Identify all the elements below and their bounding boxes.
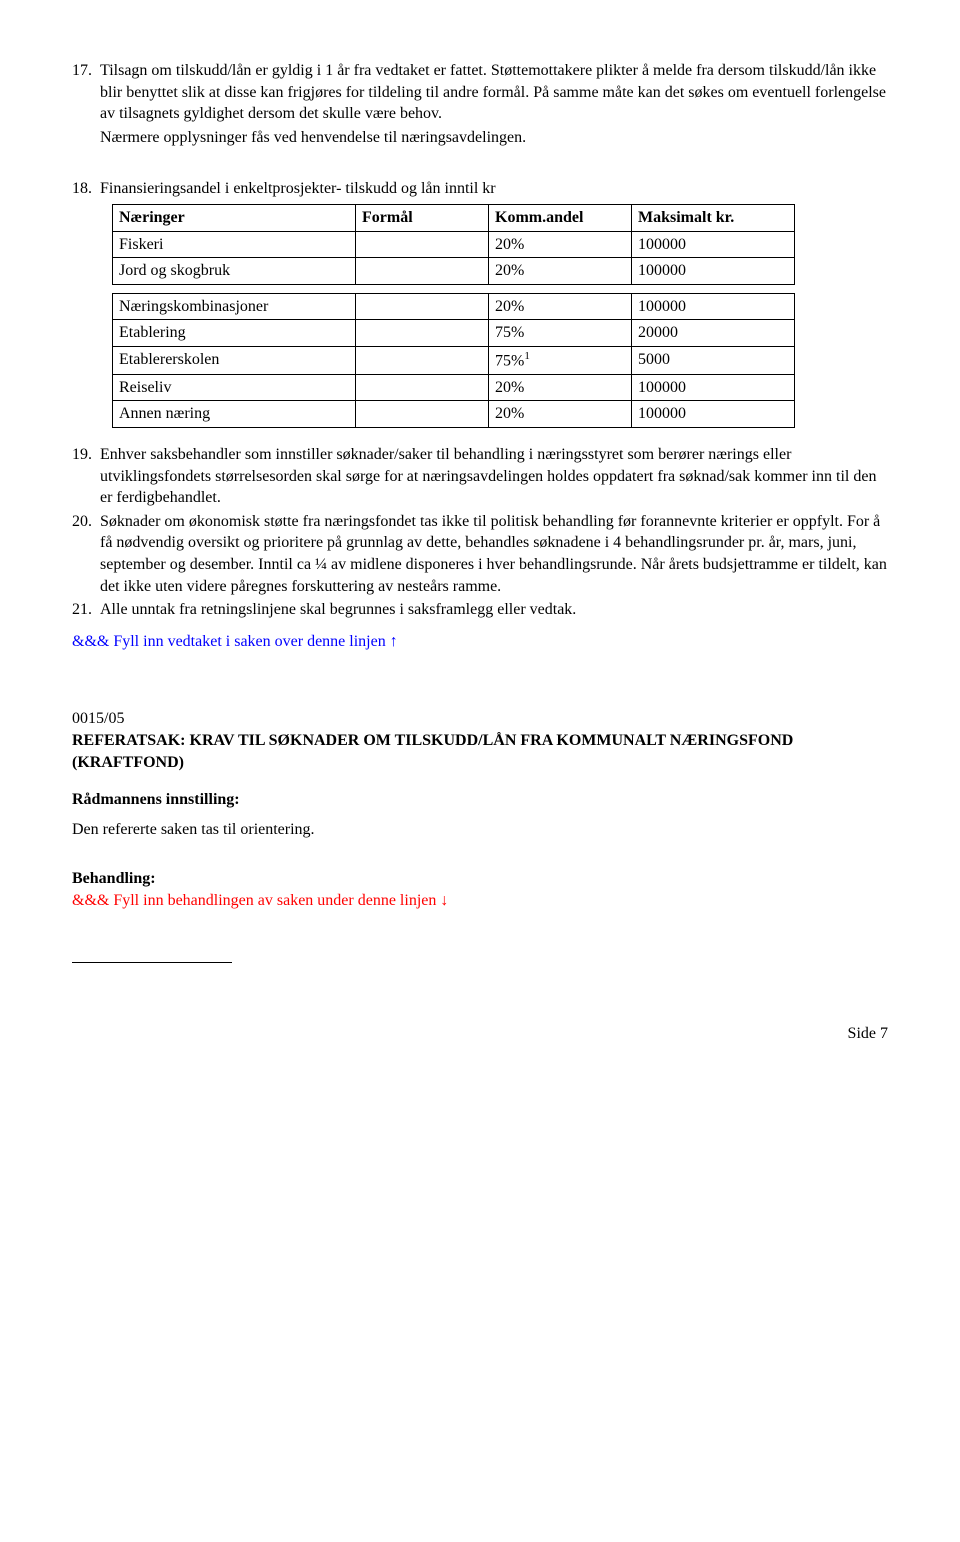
footnote-marker: 1 (524, 350, 530, 362)
item-text: Nærmere opplysninger fås ved henvendelse… (100, 127, 888, 149)
list-item-20: 20. Søknader om økonomisk støtte fra nær… (72, 511, 888, 597)
cell: 20000 (632, 320, 795, 347)
table-row: Jord og skogbruk 20% 100000 (113, 258, 795, 285)
fill-behandling-marker: &&& Fyll inn behandlingen av saken under… (72, 890, 888, 912)
cell: Næringskombinasjoner (113, 293, 356, 320)
list-item-17b: Nærmere opplysninger fås ved henvendelse… (72, 127, 888, 149)
list-item-21: 21. Alle unntak fra retningslinjene skal… (72, 599, 888, 621)
cell (356, 346, 489, 374)
cell: 20% (489, 374, 632, 401)
case-number: 0015/05 (72, 708, 888, 730)
table-row: Etablererskolen 75%1 5000 (113, 346, 795, 374)
item-number: 20. (72, 511, 100, 597)
table-row: Etablering 75% 20000 (113, 320, 795, 347)
list-item-17: 17. Tilsagn om tilskudd/lån er gyldig i … (72, 60, 888, 125)
cell: 20% (489, 293, 632, 320)
cell: 100000 (632, 258, 795, 285)
col-header: Komm.andel (489, 204, 632, 231)
item-text: Finansieringsandel i enkeltprosjekter- t… (100, 178, 888, 200)
list-item-19: 19. Enhver saksbehandler som innstiller … (72, 444, 888, 509)
table-row: Reiseliv 20% 100000 (113, 374, 795, 401)
item-number-blank (72, 127, 100, 149)
cell (356, 401, 489, 428)
cell (356, 258, 489, 285)
item-text: Alle unntak fra retningslinjene skal beg… (100, 599, 888, 621)
cell (356, 293, 489, 320)
table-row: Fiskeri 20% 100000 (113, 231, 795, 258)
behandling-label: Behandling: (72, 868, 888, 890)
cell: 75% (489, 320, 632, 347)
fill-vedtak-marker: &&& Fyll inn vedtaket i saken over denne… (72, 631, 888, 653)
cell: 100000 (632, 374, 795, 401)
item-text: Søknader om økonomisk støtte fra nærings… (100, 511, 888, 597)
cell: 100000 (632, 293, 795, 320)
cell: Etablererskolen (113, 346, 356, 374)
cell: 100000 (632, 401, 795, 428)
cell: 75%1 (489, 346, 632, 374)
page-footer: Side 7 (72, 1023, 888, 1045)
item-number: 17. (72, 60, 100, 125)
cell: 100000 (632, 231, 795, 258)
item-text: Enhver saksbehandler som innstiller søkn… (100, 444, 888, 509)
radmann-label: Rådmannens innstilling: (72, 789, 888, 811)
cell: Jord og skogbruk (113, 258, 356, 285)
col-header: Næringer (113, 204, 356, 231)
cell-value: 75% (495, 352, 524, 369)
item-number: 21. (72, 599, 100, 621)
cell: Etablering (113, 320, 356, 347)
cell: Reiseliv (113, 374, 356, 401)
item-number: 18. (72, 178, 100, 200)
table-row: Næringskombinasjoner 20% 100000 (113, 293, 795, 320)
table-header-row: Næringer Formål Komm.andel Maksimalt kr. (113, 204, 795, 231)
cell: Fiskeri (113, 231, 356, 258)
col-header: Maksimalt kr. (632, 204, 795, 231)
cell: Annen næring (113, 401, 356, 428)
cell: 5000 (632, 346, 795, 374)
radmann-text: Den refererte saken tas til orientering. (72, 819, 888, 841)
cell: 20% (489, 231, 632, 258)
footnote-rule (72, 962, 232, 963)
list-item-18: 18. Finansieringsandel i enkeltprosjekte… (72, 178, 888, 200)
item-text: Tilsagn om tilskudd/lån er gyldig i 1 år… (100, 60, 888, 125)
financing-table-2: Næringskombinasjoner 20% 100000 Etableri… (112, 293, 795, 428)
cell (356, 374, 489, 401)
cell: 20% (489, 401, 632, 428)
cell (356, 231, 489, 258)
cell: 20% (489, 258, 632, 285)
table-row: Annen næring 20% 100000 (113, 401, 795, 428)
cell (356, 320, 489, 347)
item-number: 19. (72, 444, 100, 509)
col-header: Formål (356, 204, 489, 231)
case-title: REFERATSAK: KRAV TIL SØKNADER OM TILSKUD… (72, 730, 888, 773)
financing-table-1: Næringer Formål Komm.andel Maksimalt kr.… (112, 204, 795, 285)
